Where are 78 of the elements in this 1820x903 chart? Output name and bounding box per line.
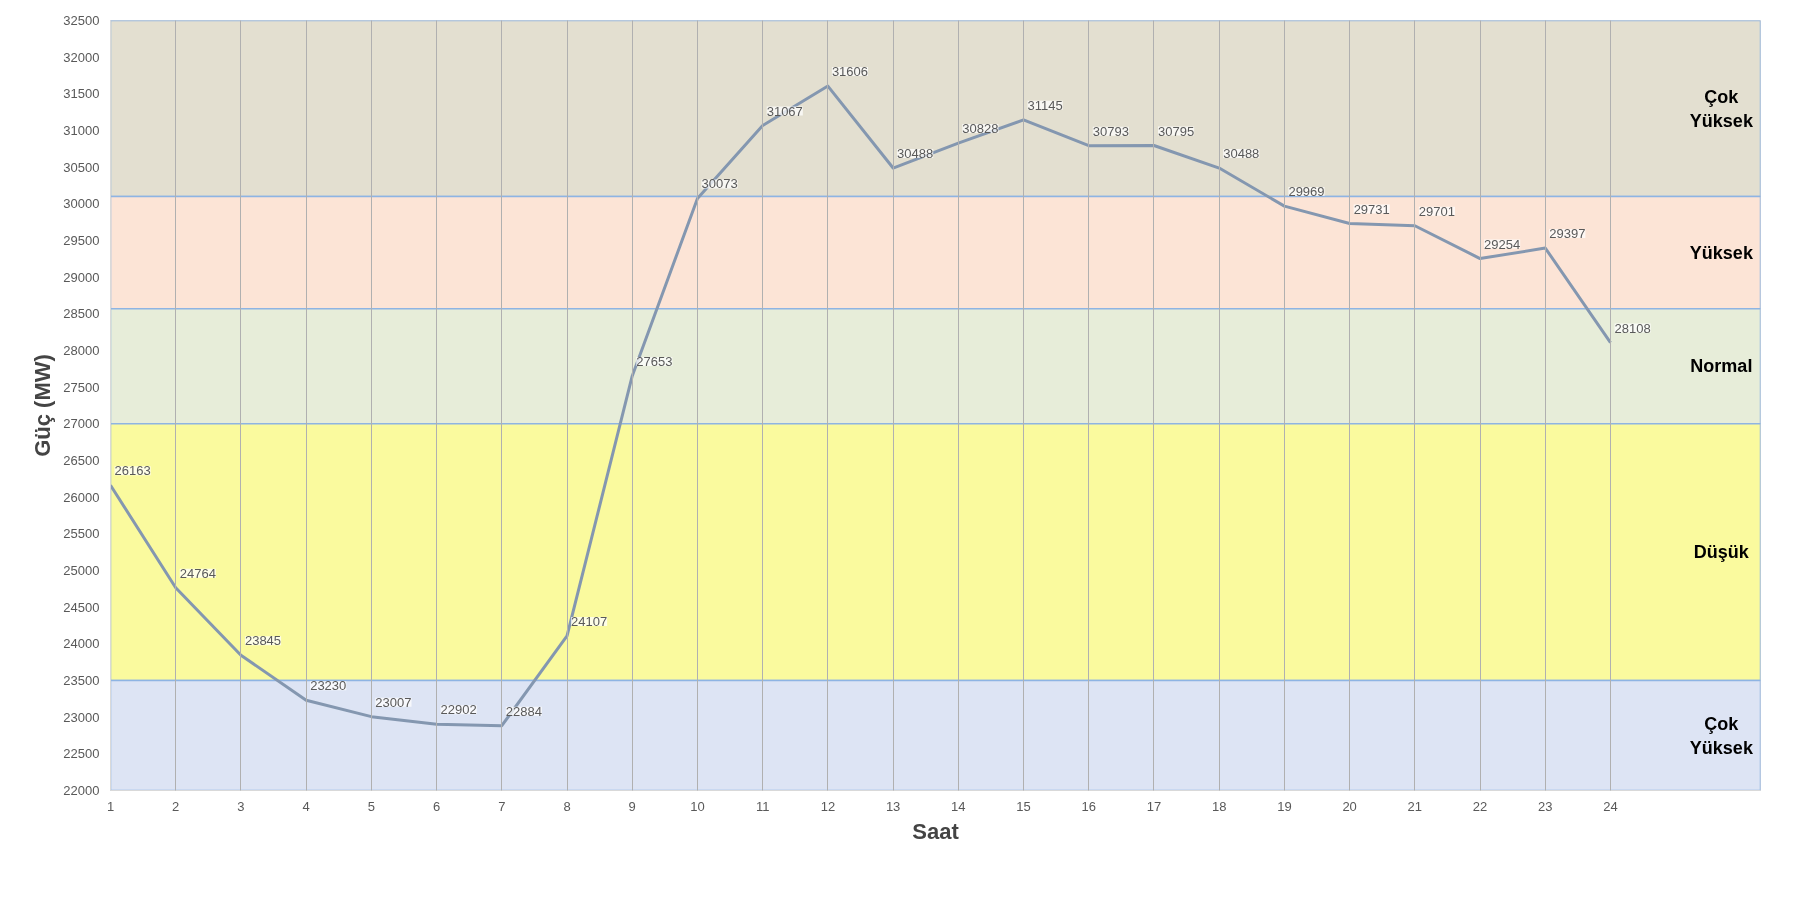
data-label: 30828	[962, 121, 999, 137]
data-label: 31067	[766, 103, 803, 119]
y-tick-label: 22500	[63, 746, 100, 762]
data-label: 26163	[114, 463, 151, 479]
band-label: Çok Yüksek	[1689, 86, 1754, 131]
data-label: 29254	[1484, 236, 1521, 252]
x-tick-label: 9	[628, 798, 636, 814]
x-tick-label: 7	[498, 798, 506, 814]
x-tick-label: 24	[1603, 798, 1618, 814]
x-tick-label: 13	[885, 798, 901, 814]
x-tick-label: 15	[1016, 798, 1031, 814]
data-label: 22902	[440, 702, 477, 718]
x-tick-label: 3	[237, 798, 245, 814]
x-tick-label: 22	[1472, 798, 1488, 814]
y-tick-label: 27500	[63, 379, 100, 395]
x-tick-label: 4	[302, 798, 310, 814]
y-axis-title: Güç (MW)	[30, 354, 56, 457]
y-tick-label: 31000	[63, 123, 100, 138]
band-label: Çok Yüksek	[1689, 713, 1754, 758]
y-tick-label: 22000	[63, 783, 100, 798]
data-label: 30073	[701, 176, 738, 192]
data-label: 24107	[571, 613, 608, 629]
x-tick-label: 17	[1146, 798, 1162, 814]
band-label: Düşük	[1693, 542, 1750, 563]
data-label: 31606	[831, 64, 869, 80]
y-tick-label: 31500	[63, 86, 100, 102]
x-tick-label: 2	[172, 798, 180, 814]
y-tick-label: 23000	[63, 709, 100, 725]
data-label: 29397	[1549, 226, 1586, 242]
x-tick-label: 1	[106, 798, 115, 814]
data-label: 30488	[897, 146, 934, 162]
x-tick-label: 18	[1211, 798, 1227, 814]
line-series	[110, 84, 1612, 728]
x-tick-label: 19	[1277, 798, 1292, 814]
data-label: 31145	[1027, 97, 1063, 113]
data-label: 30488	[1223, 146, 1260, 162]
data-label: 27653	[636, 353, 673, 369]
x-tick-label: 21	[1407, 798, 1423, 814]
data-label: 30793	[1092, 123, 1129, 139]
x-tick-label: 20	[1342, 798, 1357, 814]
y-tick-label: 25500	[63, 526, 100, 542]
y-tick-label: 26500	[63, 453, 100, 468]
data-label: 29701	[1418, 203, 1455, 219]
y-tick-label: 28000	[63, 343, 100, 358]
data-label: 22884	[505, 703, 542, 719]
data-label: 23845	[244, 633, 282, 649]
band-label: Normal	[1690, 356, 1753, 377]
band-label: Yüksek	[1689, 242, 1754, 263]
y-tick-label: 29000	[63, 269, 100, 285]
y-tick-label: 32000	[63, 49, 100, 65]
x-tick-label: 11	[755, 798, 770, 814]
y-tick-label: 26000	[63, 489, 100, 505]
x-tick-label: 14	[951, 798, 966, 814]
y-tick-label: 29500	[63, 233, 100, 248]
y-tick-label: 30500	[63, 159, 100, 175]
data-label: 29969	[1288, 184, 1325, 200]
x-tick-label: 6	[432, 798, 441, 814]
x-tick-label: 5	[367, 798, 375, 814]
y-tick-label: 32500	[63, 13, 100, 28]
y-tick-label: 30000	[63, 196, 100, 212]
data-label: 28108	[1614, 320, 1651, 336]
y-tick-label: 27000	[63, 416, 100, 432]
data-label: 30795	[1157, 123, 1195, 139]
y-tick-label: 25000	[63, 563, 100, 578]
y-tick-label: 28500	[63, 306, 100, 322]
x-tick-label: 16	[1081, 798, 1096, 814]
x-tick-label: 8	[563, 798, 571, 814]
y-tick-label: 24500	[63, 599, 100, 615]
x-tick-label: 10	[690, 798, 705, 814]
x-tick-label: 12	[820, 798, 836, 814]
data-label: 29731	[1353, 201, 1390, 217]
data-label: 23007	[375, 694, 412, 710]
data-label: 23230	[310, 678, 347, 694]
data-label: 24764	[179, 565, 216, 581]
y-tick-label: 24000	[63, 636, 100, 652]
x-tick-label: 23	[1538, 798, 1553, 814]
y-tick-label: 23500	[63, 673, 100, 688]
x-axis-title: Saat	[912, 818, 960, 844]
